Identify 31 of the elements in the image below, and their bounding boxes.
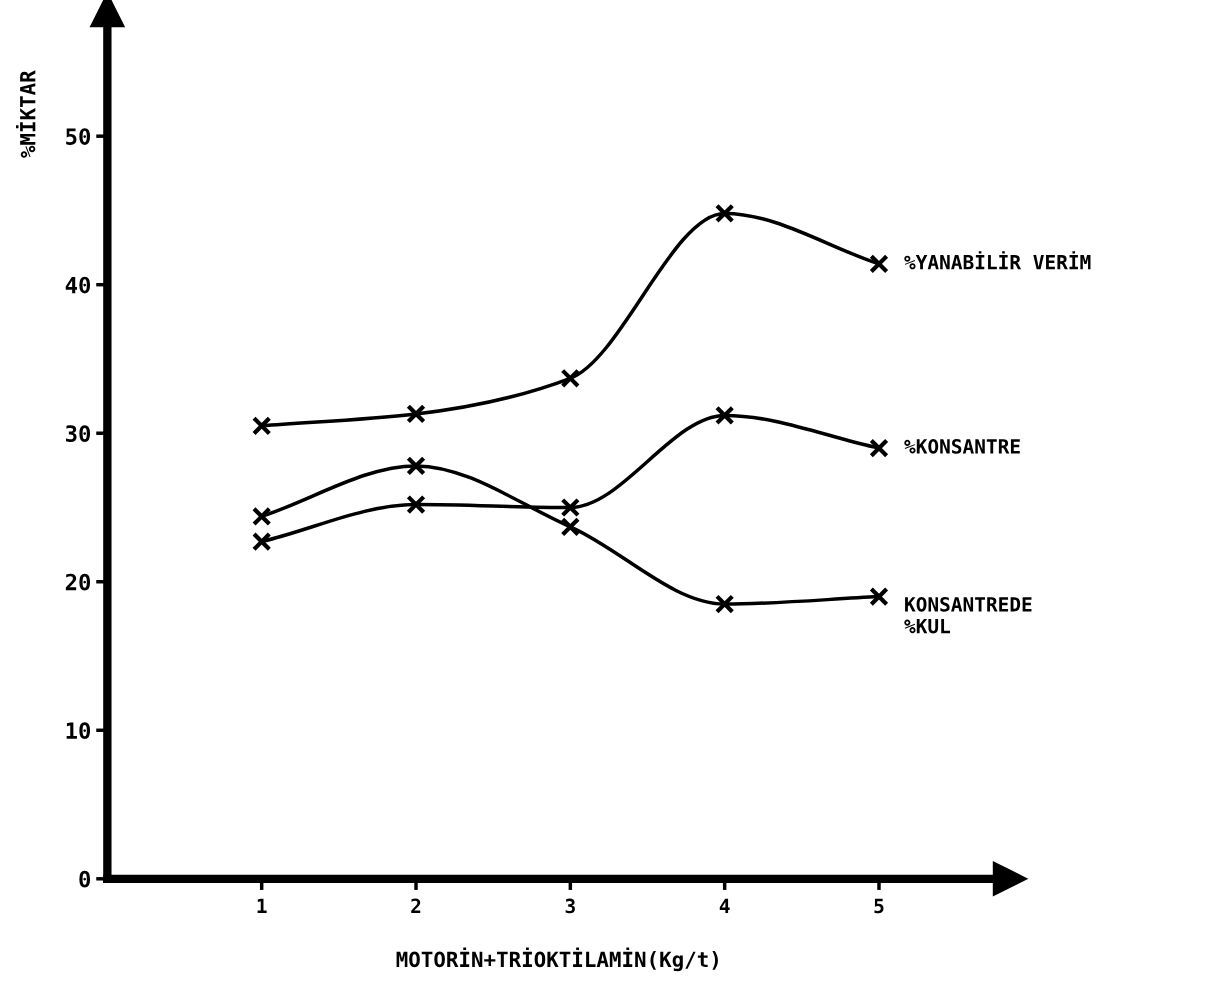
y-tick-label: 30 xyxy=(65,425,91,442)
point xyxy=(869,254,889,274)
point xyxy=(714,203,735,224)
y-tick-label: 0 xyxy=(79,870,91,888)
point xyxy=(251,416,272,436)
point xyxy=(251,531,272,552)
y-axis-title: %MİKTAR xyxy=(16,70,36,158)
series-label: %YANABİLİR VERİM xyxy=(904,251,1091,270)
point xyxy=(560,368,581,388)
y-tick-label: 10 xyxy=(66,722,91,740)
series-label: %KONSANTRE xyxy=(904,439,1020,454)
point xyxy=(406,456,426,476)
x-tick-label: 4 xyxy=(719,898,730,914)
x-axis-title: MOTORİN+TRİOKTİLAMİN(Kg/t) xyxy=(396,947,718,972)
y-tick-label: 20 xyxy=(65,573,91,591)
x-tick-label: 2 xyxy=(411,898,421,914)
point xyxy=(869,586,889,607)
y-tick-label: 50 xyxy=(66,128,91,145)
point xyxy=(251,506,272,527)
point xyxy=(714,594,735,614)
point xyxy=(406,404,426,424)
point xyxy=(406,494,426,515)
x-tick-label: 5 xyxy=(874,898,884,914)
x-tick-label: 1 xyxy=(257,898,267,914)
series-label: KONSANTREDE %KUL xyxy=(904,596,1032,634)
y-tick-label: 40 xyxy=(65,276,91,294)
point xyxy=(560,517,581,537)
point xyxy=(560,497,581,518)
point xyxy=(869,438,889,458)
point xyxy=(714,405,735,426)
x-tick-label: 3 xyxy=(565,898,575,914)
